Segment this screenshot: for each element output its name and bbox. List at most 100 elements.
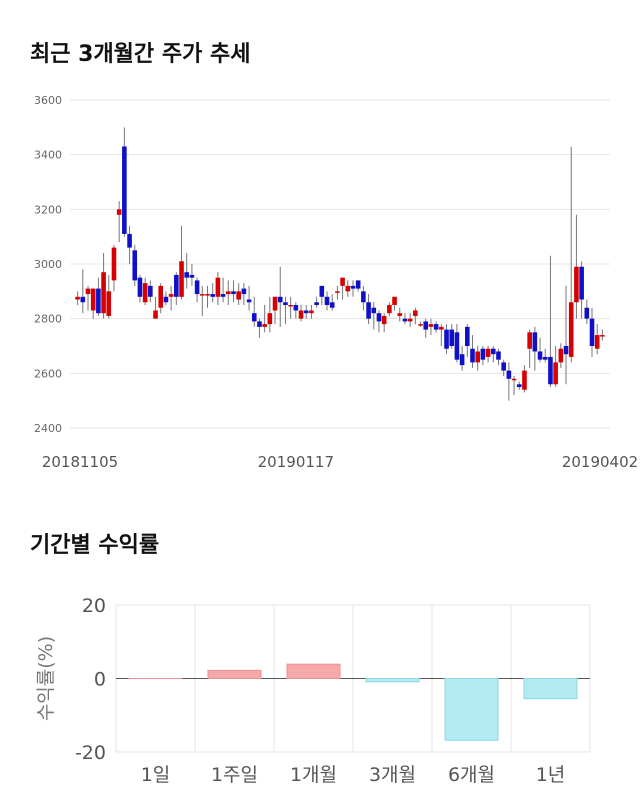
price-y-tick-label: 2800	[34, 313, 62, 326]
candle-body	[267, 313, 273, 325]
return-category-label: 1년	[536, 764, 566, 786]
candle-body	[413, 310, 418, 316]
candle-body	[225, 291, 231, 295]
candle-body	[288, 305, 293, 307]
candle-body	[589, 318, 595, 346]
candle-body	[215, 277, 221, 297]
candle-body	[137, 277, 143, 297]
price-x-tick-label: 20190117	[258, 453, 334, 471]
price-y-tick-label: 3600	[34, 94, 62, 107]
candle-body	[122, 146, 127, 234]
candle-body	[465, 326, 470, 346]
return-category-label: 1주일	[211, 764, 258, 786]
candle-body	[537, 351, 543, 360]
candle-body	[200, 294, 205, 296]
candle-body	[163, 296, 169, 303]
return-bar	[365, 678, 420, 683]
candle-body	[444, 329, 449, 349]
candle-body	[501, 362, 506, 371]
candle-body	[189, 274, 195, 278]
candle-body	[392, 296, 397, 305]
candle-body	[148, 285, 153, 297]
candle-body	[272, 296, 278, 311]
candle-body	[194, 280, 200, 295]
candle-body	[548, 356, 553, 385]
return-y-tick-label: -20	[75, 742, 106, 764]
candle-body	[210, 294, 215, 297]
return-bar	[286, 663, 341, 680]
candle-body	[574, 266, 579, 303]
candle-body	[111, 247, 117, 281]
candle-body	[340, 277, 345, 286]
candle-body	[231, 291, 236, 295]
candle-body	[205, 294, 210, 296]
candle-body	[283, 302, 288, 305]
return-bar	[444, 678, 499, 741]
candle-body	[553, 362, 558, 385]
candle-body	[475, 351, 480, 363]
period-return-bar-chart: 20 0 -20 1일 1주일 1개월 3개월 6개월 1년 수익률(%)	[35, 595, 591, 786]
candle-body	[127, 233, 132, 248]
candle-body	[428, 324, 434, 327]
return-bar	[523, 678, 578, 700]
candle-body	[470, 348, 475, 363]
candle-body	[101, 272, 106, 314]
candle-body	[371, 307, 377, 314]
candle-body	[532, 332, 538, 352]
candle-body	[241, 288, 247, 295]
candle-body	[480, 348, 486, 360]
candle-body	[423, 321, 429, 330]
return-y-axis-label: 수익률(%)	[35, 636, 57, 721]
price-y-tick-label: 3000	[34, 258, 62, 271]
candle-body	[511, 378, 517, 381]
candle-body	[303, 310, 309, 314]
candle-body	[246, 299, 252, 303]
candle-body	[381, 315, 387, 325]
return-category-label: 1개월	[290, 764, 337, 786]
candle-body	[600, 335, 605, 337]
candle-body	[179, 261, 184, 297]
candle-body	[459, 354, 465, 366]
candle-body	[158, 285, 164, 308]
candle-body	[293, 305, 299, 311]
return-bar	[207, 669, 262, 680]
return-y-tick-label: 0	[94, 669, 106, 691]
candle-body	[329, 302, 335, 308]
candle-body	[335, 291, 340, 293]
candle-body	[174, 274, 179, 297]
candle-body	[350, 285, 356, 289]
candle-body	[262, 324, 267, 327]
candle-body	[319, 285, 325, 297]
candle-body	[298, 310, 304, 319]
candle-body	[96, 288, 101, 314]
candle-body	[184, 272, 190, 278]
candle-body	[558, 348, 564, 363]
price-y-tick-label: 3200	[34, 203, 62, 216]
price-y-tick-label: 2600	[34, 367, 62, 380]
candle-body	[418, 324, 423, 326]
candle-body	[490, 348, 496, 355]
candle-body	[153, 310, 158, 319]
candle-body	[506, 370, 512, 379]
candle-body	[454, 332, 460, 360]
candle-body	[527, 332, 532, 349]
candle-body	[85, 288, 91, 295]
candle-body	[132, 250, 138, 281]
price-y-tick-label: 3400	[34, 149, 62, 162]
price-x-tick-label: 20181105	[42, 453, 118, 471]
candle-body	[75, 296, 80, 300]
candle-body	[584, 307, 590, 319]
candle-body	[355, 280, 361, 289]
candle-body	[314, 302, 319, 305]
candle-body	[433, 324, 439, 330]
candle-body	[579, 266, 584, 300]
candle-body	[563, 346, 569, 355]
candle-body	[485, 348, 491, 357]
candle-body	[407, 318, 413, 322]
price-x-tick-label: 20190402	[562, 453, 638, 471]
candle-body	[309, 310, 314, 314]
return-category-label: 3개월	[369, 764, 416, 786]
candle-body	[116, 209, 122, 215]
candle-body	[257, 321, 262, 327]
return-category-label: 1일	[141, 764, 171, 786]
